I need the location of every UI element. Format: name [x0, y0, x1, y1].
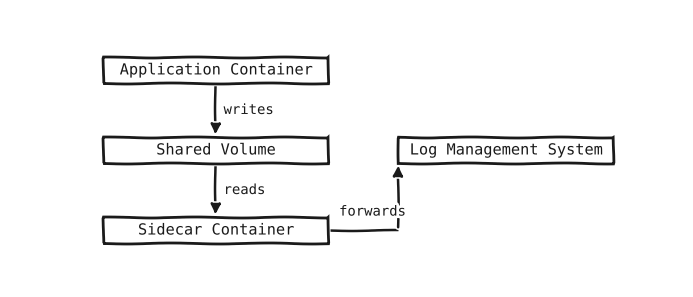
FancyBboxPatch shape	[103, 138, 328, 162]
Text: Log Management System: Log Management System	[410, 143, 602, 157]
Text: reads: reads	[224, 183, 265, 197]
Text: writes: writes	[224, 103, 274, 117]
Text: Shared Volume: Shared Volume	[156, 143, 275, 157]
FancyBboxPatch shape	[103, 57, 328, 83]
Text: Application Container: Application Container	[120, 62, 311, 78]
Text: Sidecar Container: Sidecar Container	[138, 222, 293, 238]
FancyBboxPatch shape	[103, 217, 328, 243]
Text: forwards: forwards	[339, 205, 406, 219]
FancyBboxPatch shape	[398, 138, 613, 162]
